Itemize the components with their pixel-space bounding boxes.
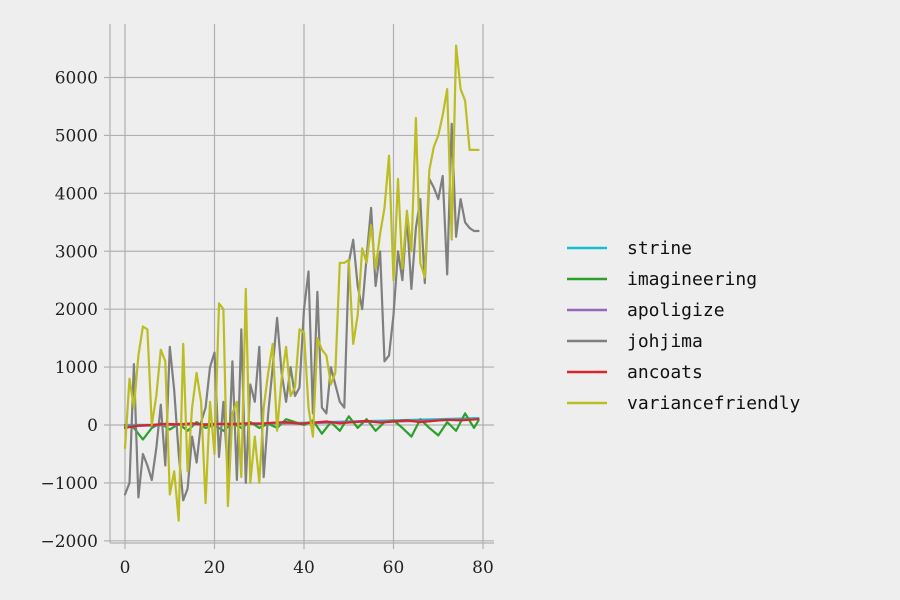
series-line-ancoats — [123, 418, 480, 429]
legend-label: variancefriendly — [627, 393, 801, 414]
legend-label: strine — [627, 238, 692, 259]
y-tick-label: 0 — [87, 416, 98, 436]
legend-label: apoligize — [627, 300, 725, 321]
x-tick-label: 80 — [472, 558, 494, 578]
x-tick-label: 40 — [293, 558, 315, 578]
y-tick-label: −2000 — [40, 532, 98, 552]
y-tick-label: 1000 — [55, 358, 98, 378]
y-tick-label: 5000 — [55, 126, 98, 146]
y-tick-label: 6000 — [55, 69, 98, 89]
tick-labels: −2000 −1000 0 1000 2000 3000 4000 5000 6000 0 20 40… — [40, 69, 493, 579]
axes — [104, 24, 494, 549]
legend-label: ancoats — [627, 362, 703, 383]
x-tick-label: 20 — [204, 558, 226, 578]
y-tick-label: 3000 — [55, 242, 98, 262]
series-line-variancefriendly — [123, 44, 480, 522]
y-tick-label: 2000 — [55, 300, 98, 320]
grid — [110, 24, 494, 543]
legend: strine imagineering apoligize johjima ancoat… — [567, 238, 801, 414]
y-tick-label: 4000 — [55, 184, 98, 204]
series-lines — [123, 44, 480, 522]
x-tick-label: 0 — [120, 558, 131, 578]
legend-label: johjima — [627, 331, 703, 352]
x-tick-label: 60 — [383, 558, 405, 578]
y-tick-label: −1000 — [40, 474, 98, 494]
legend-label: imagineering — [627, 269, 757, 290]
